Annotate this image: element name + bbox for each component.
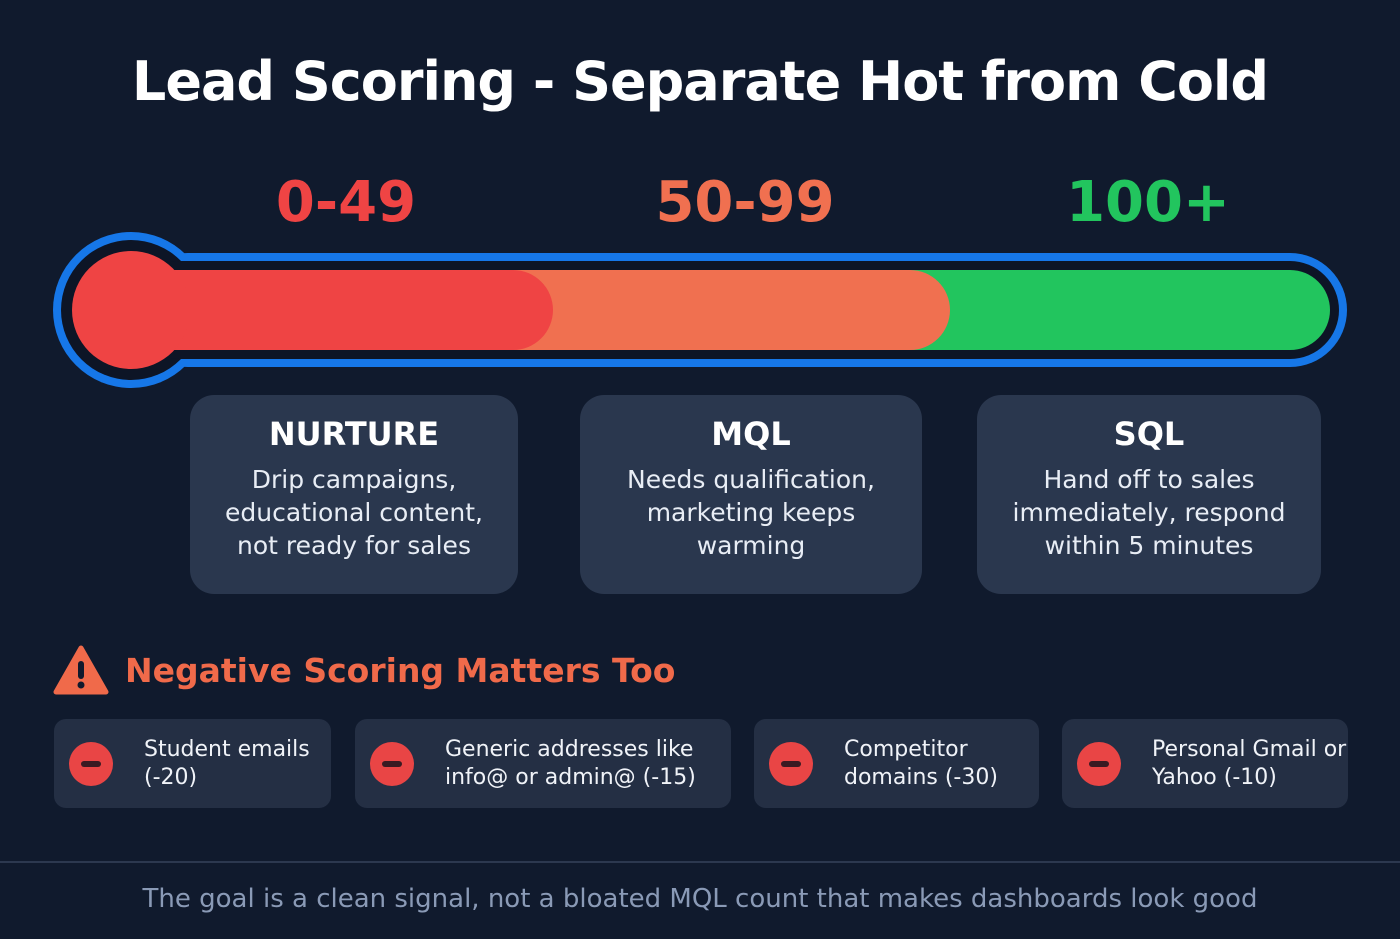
range-label-warm: 50-99 (655, 170, 835, 235)
negative-item-text: Personal Gmail or Yahoo (-10) (1152, 736, 1347, 790)
range-label-cold: 0-49 (275, 170, 417, 235)
negative-item-text: Competitor domains (-30) (844, 736, 998, 790)
negative-item-text: Generic addresses like info@ or admin@ (… (445, 736, 696, 790)
stage-card-mql: MQL Needs qualification, marketing keeps… (580, 395, 922, 594)
stage-description: Needs qualification, marketing keeps war… (627, 465, 875, 560)
negative-item: Generic addresses like info@ or admin@ (… (355, 719, 731, 808)
range-label-hot: 100+ (1066, 170, 1230, 235)
warning-triangle-icon (53, 645, 109, 695)
stage-description: Drip campaigns, educational content, not… (225, 465, 483, 560)
minus-circle-icon (69, 741, 113, 786)
minus-circle-icon (370, 741, 414, 786)
negative-item: Competitor domains (-30) (754, 719, 1039, 808)
negative-item: Personal Gmail or Yahoo (-10) (1062, 719, 1348, 808)
footer-divider (0, 861, 1400, 863)
negative-item: Student emails (-20) (54, 719, 331, 808)
thermometer-bulb (72, 251, 190, 369)
stage-card-sql: SQL Hand off to sales immediately, respo… (977, 395, 1321, 594)
minus-circle-icon (769, 741, 813, 786)
page-title: Lead Scoring - Separate Hot from Cold (131, 50, 1269, 113)
stage-title: NURTURE (268, 415, 440, 453)
stage-card-nurture: NURTURE Drip campaigns, educational cont… (190, 395, 518, 594)
minus-circle-icon (1077, 741, 1121, 786)
negative-item-text: Student emails (-20) (144, 736, 310, 790)
negative-scoring-heading: Negative Scoring Matters Too (53, 644, 675, 696)
stage-title: MQL (711, 415, 791, 453)
segment-cold (131, 270, 553, 350)
footer-text: The goal is a clean signal, not a bloate… (142, 884, 1258, 914)
stage-title: SQL (1113, 415, 1185, 453)
stage-description: Hand off to sales immediately, respond w… (1012, 465, 1286, 560)
negative-heading-text: Negative Scoring Matters Too (125, 650, 676, 690)
thermometer (53, 232, 1347, 388)
